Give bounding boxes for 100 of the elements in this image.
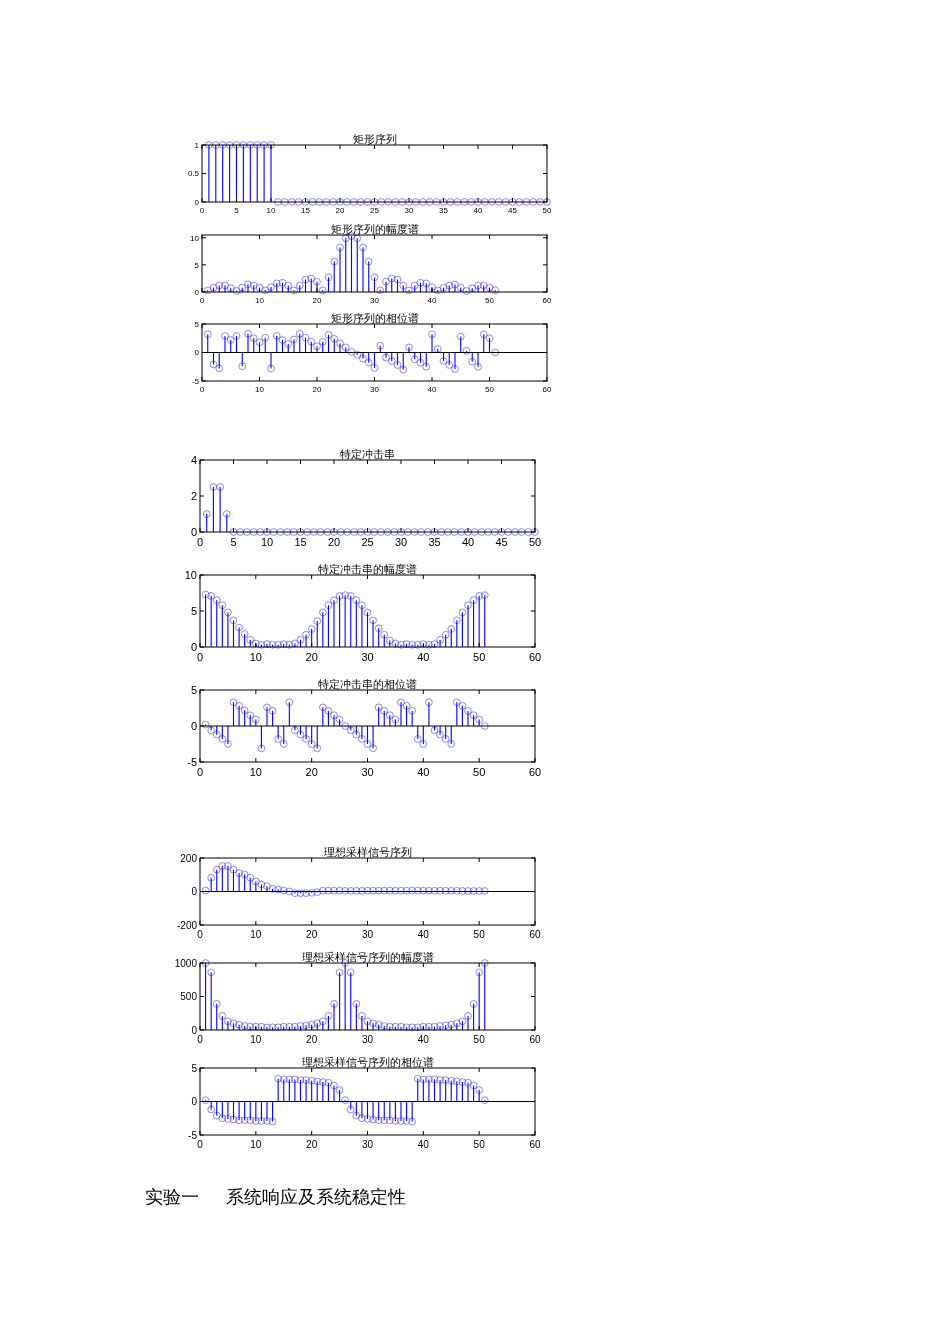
- x-tick-label: 20: [306, 1139, 318, 1150]
- x-tick-label: 10: [260, 536, 274, 548]
- x-tick-label: 20: [306, 929, 318, 940]
- x-tick-label: 35: [439, 206, 449, 215]
- x-tick-label: 50: [473, 1034, 486, 1045]
- x-tick-label: 50: [473, 651, 486, 663]
- chart-title: 矩形序列: [352, 133, 397, 145]
- y-tick-label: 500: [180, 991, 198, 1002]
- y-tick-label: 5: [190, 604, 197, 617]
- x-tick-label: 30: [361, 929, 374, 940]
- x-tick-label: 50: [473, 929, 486, 940]
- x-tick-label: 20: [312, 296, 322, 305]
- chart-title: 特定冲击串的幅度谱: [318, 563, 417, 575]
- x-tick-label: 40: [417, 766, 430, 778]
- x-tick-label: 50: [542, 206, 552, 215]
- y-tick-label: -5: [187, 755, 197, 768]
- x-tick-label: 50: [528, 536, 542, 548]
- x-tick-label: 40: [417, 651, 430, 663]
- y-tick-label: 1: [194, 140, 200, 150]
- y-tick-label: 200: [180, 852, 198, 864]
- y-tick-label: 10: [190, 233, 200, 243]
- x-tick-label: 50: [473, 1139, 486, 1150]
- x-tick-label: 25: [370, 206, 380, 215]
- x-tick-label: 30: [361, 651, 374, 663]
- x-tick-label: 60: [528, 651, 542, 663]
- y-tick-label: 0: [190, 525, 197, 538]
- x-tick-label: 60: [542, 296, 552, 305]
- x-tick-label: 10: [249, 651, 262, 663]
- y-tick-label: 0: [194, 287, 200, 297]
- chart-title: 特定冲击串: [340, 448, 395, 460]
- x-tick-label: 10: [250, 1139, 262, 1150]
- x-tick-label: 10: [249, 766, 262, 778]
- y-tick-label: 0: [194, 197, 200, 207]
- x-tick-label: 10: [250, 1034, 262, 1045]
- x-tick-label: 5: [230, 536, 237, 548]
- x-tick-label: 30: [370, 296, 380, 305]
- x-tick-label: 40: [473, 206, 483, 215]
- y-tick-label: 0: [194, 348, 200, 358]
- y-tick-label: 5: [190, 683, 197, 696]
- x-tick-label: 30: [361, 1034, 374, 1045]
- x-tick-label: 60: [529, 1139, 541, 1150]
- point: [291, 639, 299, 648]
- x-tick-label: 25: [361, 536, 374, 548]
- text: 实验一 系统响应及系统稳定性: [145, 1187, 406, 1207]
- x-tick-label: 20: [312, 385, 322, 394]
- x-tick-label: 15: [301, 206, 311, 215]
- x-tick-label: 60: [529, 1034, 541, 1045]
- x-tick-label: 20: [306, 1034, 318, 1045]
- x-tick-label: 40: [417, 1034, 430, 1045]
- x-tick-label: 30: [394, 536, 408, 548]
- chart-title: 矩形序列的幅度谱: [330, 223, 419, 235]
- y-tick-label: 5: [194, 260, 200, 270]
- y-tick-label: 2: [190, 489, 197, 502]
- x-tick-label: 30: [361, 766, 374, 778]
- x-tick-label: 10: [266, 206, 276, 215]
- x-tick-label: 60: [542, 385, 552, 394]
- x-tick-label: 10: [255, 296, 265, 305]
- y-tick-label: 1000: [174, 957, 198, 969]
- y-tick-label: 4: [190, 453, 197, 466]
- y-tick-label: 0: [190, 719, 197, 732]
- y-tick-label: 0: [191, 1096, 198, 1107]
- y-tick-label: 0: [191, 1024, 198, 1036]
- x-tick-label: 5: [234, 206, 240, 215]
- x-tick-label: 40: [427, 296, 437, 305]
- x-tick-label: 35: [428, 536, 441, 548]
- x-tick-label: 40: [461, 536, 475, 548]
- x-tick-label: 40: [427, 385, 437, 394]
- y-tick-label: 0.5: [187, 169, 200, 179]
- x-tick-label: 40: [417, 1139, 430, 1150]
- x-tick-label: 30: [361, 1139, 374, 1150]
- x-tick-label: 45: [495, 536, 508, 548]
- x-tick-label: 15: [294, 536, 307, 548]
- x-tick-label: 50: [485, 385, 495, 394]
- x-tick-label: 50: [473, 766, 486, 778]
- chart-title: 特定冲击串的相位谱: [318, 678, 417, 690]
- chart-title: 矩形序列的相位谱: [330, 312, 419, 324]
- chart-title: 理想采样信号序列: [323, 846, 412, 858]
- x-tick-label: 45: [508, 206, 518, 215]
- y-tick-label: -5: [188, 1129, 198, 1141]
- x-tick-label: 20: [327, 536, 341, 548]
- x-tick-label: 60: [529, 929, 541, 940]
- x-tick-label: 20: [335, 206, 345, 215]
- y-tick-label: 5: [191, 1062, 198, 1074]
- x-tick-label: 30: [370, 385, 380, 394]
- y-tick-label: 0: [190, 640, 197, 653]
- y-tick-label: 10: [184, 568, 197, 581]
- y-tick-label: 5: [194, 319, 200, 329]
- x-tick-label: 50: [485, 296, 495, 305]
- chart-title: 理想采样信号序列的幅度谱: [301, 951, 434, 963]
- x-tick-label: 60: [528, 766, 542, 778]
- y-tick-label: -200: [176, 919, 198, 931]
- x-tick-label: 20: [305, 766, 318, 778]
- x-tick-label: 30: [404, 206, 414, 215]
- y-tick-label: 0: [191, 886, 198, 897]
- x-tick-label: 20: [305, 651, 318, 663]
- x-tick-label: 10: [250, 929, 262, 940]
- x-tick-label: 10: [255, 385, 265, 394]
- y-tick-label: -5: [191, 376, 200, 386]
- chart-title: 理想采样信号序列的相位谱: [301, 1056, 434, 1068]
- x-tick-label: 40: [417, 929, 430, 940]
